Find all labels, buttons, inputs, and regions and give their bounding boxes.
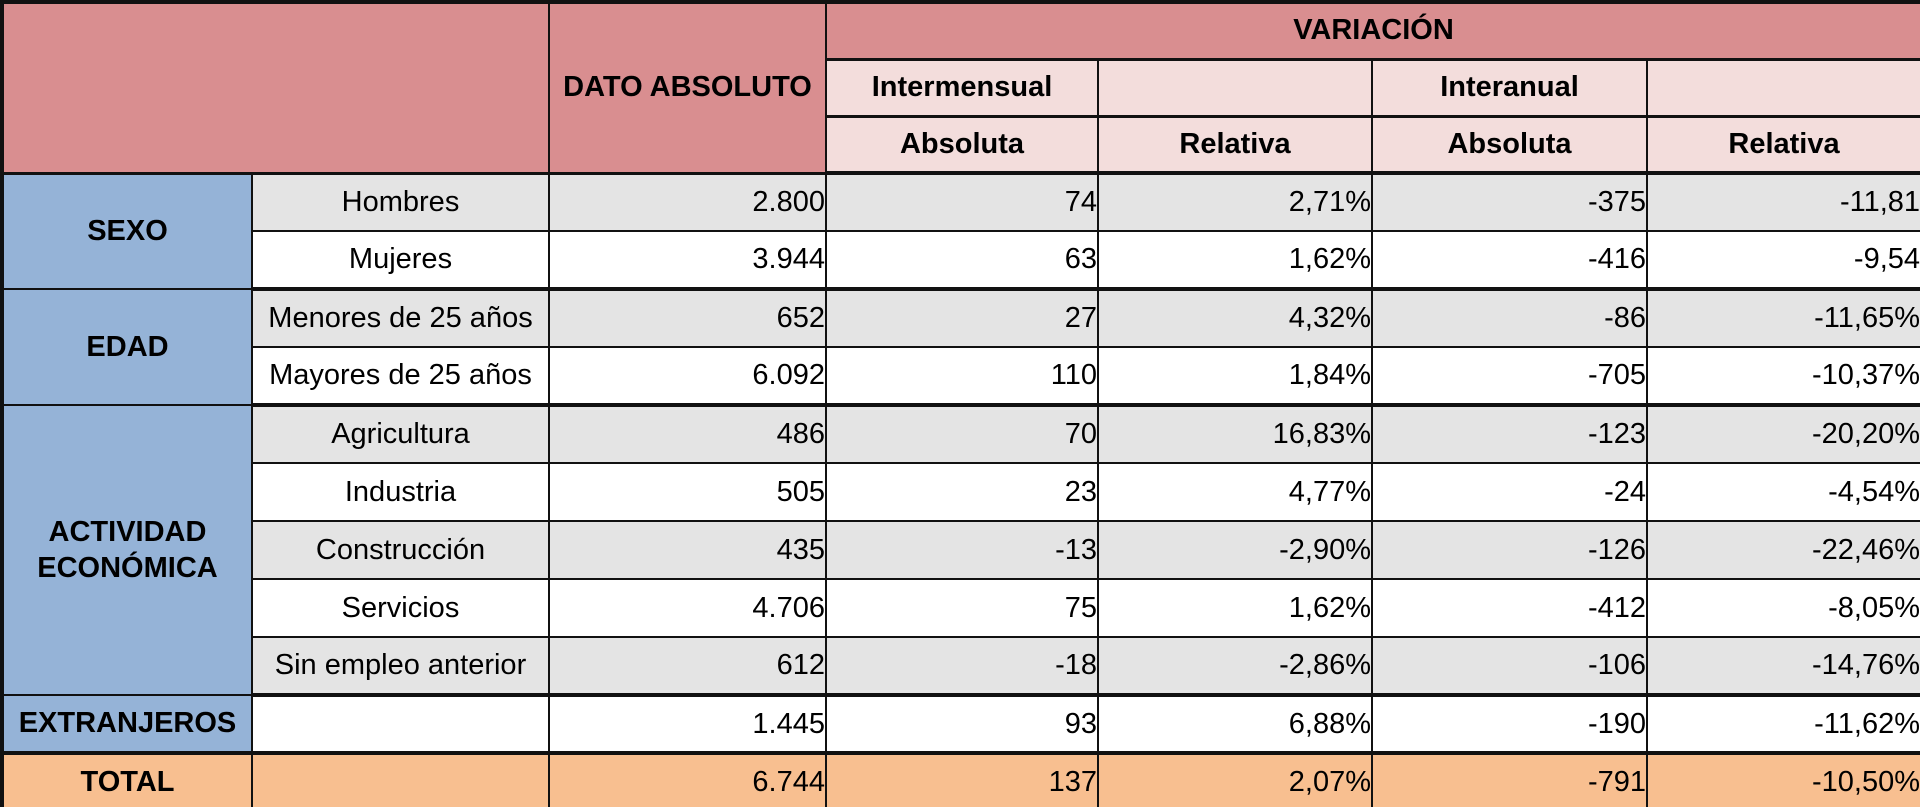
table-row: Construcción 435 -13 -2,90% -126 -22,46% <box>2 520 1920 580</box>
cell-intermensual-relativa: -2,86% <box>1097 636 1373 697</box>
row-label: Mujeres <box>251 230 550 291</box>
column-header-empty-1 <box>1097 58 1373 118</box>
cell-dato-absoluto: 505 <box>548 462 827 522</box>
cell-intermensual-absoluta: 70 <box>825 404 1099 464</box>
cell-dato-absoluto: 1.445 <box>548 694 827 755</box>
cell-intermensual-absoluta: 74 <box>825 172 1099 232</box>
row-label: Agricultura <box>251 404 550 464</box>
group-cell-sexo: SEXO <box>1 172 253 290</box>
row-label: Servicios <box>251 578 550 638</box>
cell-intermensual-absoluta: 27 <box>825 288 1099 348</box>
cell-intermensual-relativa: 4,77% <box>1097 462 1373 522</box>
corner-cell <box>1 1 550 175</box>
cell-intermensual-relativa: 16,83% <box>1097 404 1373 464</box>
table-row: EXTRANJEROS 1.445 93 6,88% -190 -11,62% <box>1 694 1920 755</box>
cell-intermensual-absoluta: 137 <box>825 752 1099 807</box>
column-header-interanual: Interanual <box>1371 58 1648 118</box>
table-row: EDAD Menores de 25 años 652 27 4,32% -86… <box>1 288 1920 406</box>
cell-intermensual-relativa: 4,32% <box>1097 288 1373 348</box>
table-row-total: TOTAL 6.744 137 2,07% -791 -10,50% <box>1 752 1920 807</box>
cell-interanual-absoluta: -86 <box>1371 288 1648 348</box>
cell-interanual-absoluta: -416 <box>1371 230 1648 291</box>
cell-intermensual-relativa: 2,07% <box>1097 752 1373 807</box>
cell-intermensual-absoluta: -13 <box>825 520 1099 580</box>
column-header-relativa-interanual: Relativa <box>1645 115 1920 175</box>
row-label <box>251 694 550 755</box>
cell-interanual-relativa: -4,54% <box>1645 462 1920 522</box>
column-header-absoluta-interanual: Absoluta <box>1371 115 1648 175</box>
cell-interanual-relativa: -11,65% <box>1645 288 1920 348</box>
group-cell-extranjeros: EXTRANJEROS <box>1 694 253 755</box>
cell-intermensual-absoluta: 110 <box>825 346 1099 407</box>
group-cell-actividad-economica: ACTIVIDAD ECONÓMICA <box>1 404 253 696</box>
cell-intermensual-absoluta: 63 <box>825 230 1099 291</box>
cell-dato-absoluto: 4.706 <box>548 578 827 638</box>
cell-dato-absoluto: 652 <box>548 288 827 348</box>
table-row: Servicios 4.706 75 1,62% -412 -8,05% <box>2 578 1920 638</box>
cell-interanual-relativa: -22,46% <box>1645 520 1920 580</box>
cell-interanual-absoluta: -123 <box>1371 404 1648 464</box>
table-row: Mayores de 25 años 6.092 110 1,84% -705 … <box>2 346 1920 407</box>
row-label: Sin empleo anterior <box>251 636 550 697</box>
cell-interanual-absoluta: -126 <box>1371 520 1648 580</box>
group-cell-total: TOTAL <box>1 752 253 807</box>
column-header-absoluta-intermensual: Absoluta <box>825 115 1099 175</box>
table-row: SEXO Hombres 2.800 74 2,71% -375 -11,81 <box>1 172 1920 290</box>
cell-intermensual-relativa: 1,62% <box>1097 578 1373 638</box>
row-label: Hombres <box>251 172 550 232</box>
column-header-dato-absoluto: DATO ABSOLUTO <box>548 1 827 175</box>
cell-interanual-absoluta: -375 <box>1371 172 1648 232</box>
cell-interanual-absoluta: -24 <box>1371 462 1648 522</box>
group-cell-edad: EDAD <box>1 288 253 406</box>
cell-intermensual-absoluta: 75 <box>825 578 1099 638</box>
cell-interanual-relativa: -10,37% <box>1645 346 1920 407</box>
cell-interanual-relativa: -14,76% <box>1645 636 1920 697</box>
row-label: Construcción <box>251 520 550 580</box>
cell-interanual-relativa: -9,54 <box>1645 230 1920 291</box>
cell-interanual-absoluta: -705 <box>1371 346 1648 407</box>
row-label: Menores de 25 años <box>251 288 550 348</box>
cell-dato-absoluto: 486 <box>548 404 827 464</box>
column-header-intermensual: Intermensual <box>825 58 1099 118</box>
cell-intermensual-absoluta: 93 <box>825 694 1099 755</box>
cell-interanual-relativa: -10,50% <box>1645 752 1920 807</box>
cell-intermensual-relativa: 6,88% <box>1097 694 1373 755</box>
cell-intermensual-absoluta: 23 <box>825 462 1099 522</box>
cell-interanual-relativa: -8,05% <box>1645 578 1920 638</box>
cell-intermensual-relativa: -2,90% <box>1097 520 1373 580</box>
row-label: Mayores de 25 años <box>251 346 550 407</box>
column-header-relativa-intermensual: Relativa <box>1097 115 1373 175</box>
cell-interanual-relativa: -11,81 <box>1645 172 1920 232</box>
cell-intermensual-relativa: 2,71% <box>1097 172 1373 232</box>
cell-dato-absoluto: 612 <box>548 636 827 697</box>
cell-dato-absoluto: 6.092 <box>548 346 827 407</box>
cell-interanual-relativa: -20,20% <box>1645 404 1920 464</box>
table-row: Sin empleo anterior 612 -18 -2,86% -106 … <box>2 636 1920 697</box>
cell-intermensual-relativa: 1,84% <box>1097 346 1373 407</box>
cell-interanual-absoluta: -791 <box>1371 752 1648 807</box>
cell-dato-absoluto: 435 <box>548 520 827 580</box>
cell-intermensual-relativa: 1,62% <box>1097 230 1373 291</box>
cell-interanual-relativa: -11,62% <box>1645 694 1920 755</box>
cell-interanual-absoluta: -106 <box>1371 636 1648 697</box>
column-header-variacion: VARIACIÓN <box>824 1 1920 61</box>
table-row: Industria 505 23 4,77% -24 -4,54% <box>2 462 1920 522</box>
row-label <box>251 752 550 807</box>
cell-dato-absoluto: 3.944 <box>548 230 827 291</box>
table-row: Mujeres 3.944 63 1,62% -416 -9,54 <box>2 230 1920 291</box>
column-header-empty-2 <box>1645 58 1920 118</box>
cell-dato-absoluto: 6.744 <box>548 752 827 807</box>
cell-interanual-absoluta: -412 <box>1371 578 1648 638</box>
row-label: Industria <box>251 462 550 522</box>
cell-interanual-absoluta: -190 <box>1371 694 1648 755</box>
cell-dato-absoluto: 2.800 <box>548 172 827 232</box>
table-row: ACTIVIDAD ECONÓMICA Agricultura 486 70 1… <box>1 404 1920 696</box>
cell-intermensual-absoluta: -18 <box>825 636 1099 697</box>
